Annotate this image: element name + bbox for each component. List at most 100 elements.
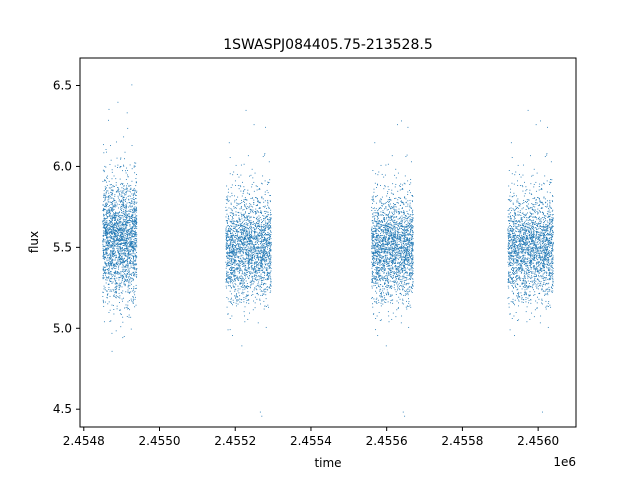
data-point bbox=[251, 276, 253, 278]
data-point bbox=[243, 235, 245, 237]
data-point bbox=[265, 326, 267, 328]
data-point bbox=[391, 264, 393, 266]
data-point bbox=[120, 208, 122, 210]
data-point bbox=[264, 252, 266, 254]
data-point bbox=[386, 229, 388, 231]
data-point bbox=[396, 248, 398, 250]
data-point bbox=[230, 239, 232, 240]
data-point bbox=[115, 215, 117, 217]
data-point bbox=[128, 239, 130, 240]
data-point bbox=[233, 254, 235, 256]
data-point bbox=[131, 242, 133, 244]
data-point bbox=[122, 215, 124, 217]
data-point bbox=[229, 267, 231, 268]
data-point bbox=[105, 269, 107, 271]
data-point bbox=[258, 187, 260, 189]
data-point bbox=[259, 288, 261, 290]
data-point bbox=[136, 256, 138, 258]
data-point bbox=[109, 280, 111, 282]
data-point bbox=[116, 239, 118, 240]
data-point bbox=[234, 249, 236, 251]
data-point bbox=[117, 239, 119, 241]
data-point bbox=[257, 270, 259, 271]
data-point bbox=[126, 242, 128, 244]
data-point bbox=[226, 196, 228, 198]
data-point bbox=[387, 209, 389, 210]
data-point bbox=[255, 240, 257, 242]
data-point bbox=[121, 278, 123, 280]
data-point bbox=[266, 253, 267, 254]
data-point bbox=[128, 263, 130, 264]
data-point bbox=[110, 278, 111, 280]
data-point bbox=[241, 237, 243, 239]
data-point bbox=[118, 292, 120, 294]
data-point bbox=[119, 252, 121, 254]
data-point bbox=[253, 181, 255, 183]
data-point bbox=[231, 235, 233, 237]
data-point bbox=[115, 286, 116, 288]
data-point bbox=[122, 235, 124, 237]
data-point bbox=[259, 261, 260, 263]
data-point bbox=[131, 234, 133, 236]
data-point bbox=[127, 222, 128, 224]
data-point bbox=[263, 228, 265, 230]
data-point bbox=[122, 243, 124, 244]
data-point bbox=[114, 229, 116, 231]
data-point bbox=[376, 230, 378, 232]
data-point bbox=[244, 226, 246, 228]
data-point bbox=[107, 263, 109, 264]
data-point bbox=[109, 226, 111, 228]
data-point bbox=[242, 181, 243, 183]
data-point bbox=[129, 164, 131, 166]
data-point bbox=[262, 279, 263, 281]
data-point bbox=[249, 208, 251, 210]
data-point bbox=[252, 197, 254, 199]
data-point bbox=[122, 252, 124, 254]
data-point bbox=[103, 217, 105, 219]
data-point bbox=[112, 226, 114, 228]
data-point bbox=[123, 228, 125, 230]
data-point bbox=[260, 276, 262, 278]
data-point bbox=[391, 211, 393, 213]
data-point bbox=[104, 233, 106, 235]
data-point bbox=[132, 217, 134, 218]
data-point bbox=[133, 252, 135, 254]
data-point bbox=[125, 233, 127, 234]
data-point bbox=[131, 280, 132, 282]
data-point bbox=[106, 222, 107, 223]
data-point bbox=[117, 245, 119, 247]
data-point bbox=[123, 204, 124, 206]
data-point bbox=[245, 206, 247, 208]
data-point bbox=[109, 224, 111, 226]
data-point bbox=[123, 190, 125, 192]
data-point bbox=[243, 279, 245, 281]
data-point bbox=[268, 276, 270, 278]
data-point bbox=[228, 268, 230, 270]
data-point bbox=[105, 252, 106, 254]
data-point bbox=[119, 243, 121, 244]
data-point bbox=[107, 224, 109, 226]
data-point bbox=[243, 311, 245, 313]
data-point bbox=[257, 246, 259, 248]
data-point bbox=[130, 237, 132, 239]
data-point bbox=[250, 198, 252, 199]
data-point bbox=[250, 273, 252, 275]
data-point bbox=[259, 253, 261, 255]
data-point bbox=[252, 291, 254, 293]
data-point bbox=[230, 255, 232, 257]
data-point bbox=[267, 268, 269, 270]
data-point bbox=[270, 280, 272, 282]
data-point bbox=[252, 237, 253, 239]
data-point bbox=[127, 183, 128, 185]
data-point bbox=[241, 286, 243, 288]
data-point bbox=[133, 250, 135, 252]
data-point bbox=[254, 250, 256, 252]
data-point bbox=[122, 198, 124, 200]
data-point bbox=[266, 274, 268, 276]
data-point bbox=[231, 267, 233, 269]
data-point bbox=[134, 210, 135, 212]
data-point bbox=[246, 283, 248, 284]
data-point bbox=[229, 245, 231, 247]
data-point bbox=[258, 251, 260, 253]
data-point bbox=[103, 270, 105, 272]
